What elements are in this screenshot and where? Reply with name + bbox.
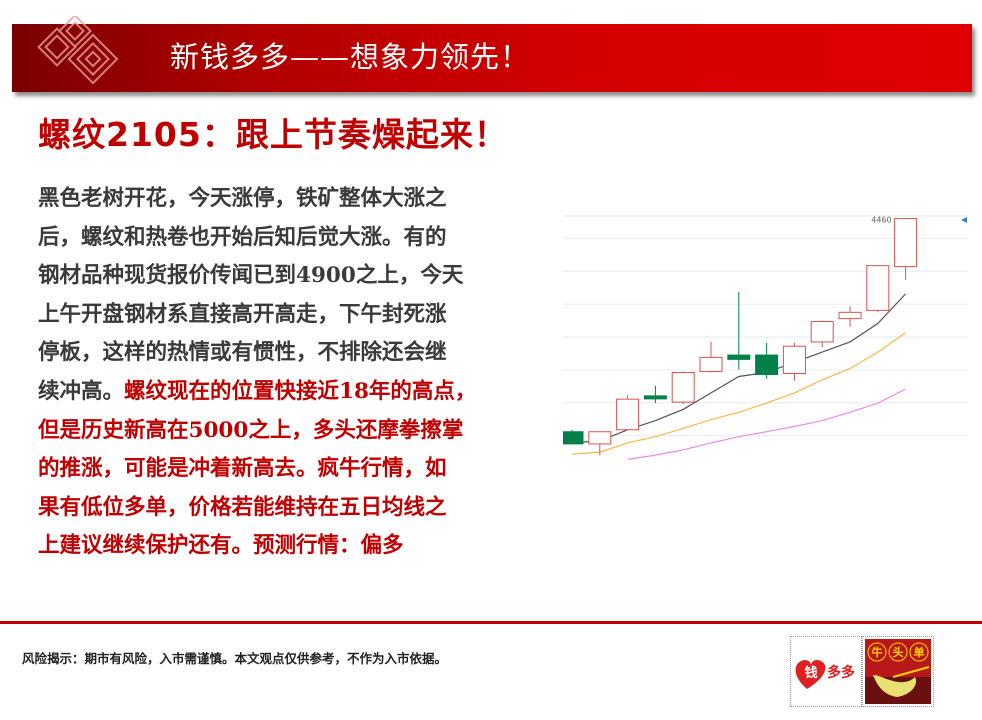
candle-body [755, 354, 779, 375]
text-line: 续冲高。螺纹现在的位置快接近18年的高点， [38, 373, 568, 412]
text-red: 上建议继续保护还有。预测行情：偏多 [38, 533, 404, 559]
candle-body [782, 345, 806, 375]
text-line: 的推涨，可能是冲着新高去。疯牛行情，如 [38, 450, 568, 489]
headline: 螺纹2105：跟上节奏燥起来！ [38, 115, 508, 154]
svg-text:单: 单 [914, 645, 925, 659]
header-banner: 新钱多多——想象力领先！ [12, 16, 972, 92]
text-black: 黑色老树开花，今天涨停，铁矿整体大涨之 [38, 186, 447, 211]
text-red: 果有低位多单，价格若能维持在五日均线之 [38, 494, 447, 520]
text-red: 螺纹现在的位置快接近18年的高点， [124, 378, 477, 404]
text-line: 停板，这样的热情或有惯性，不排除还会继 [38, 334, 568, 373]
text-line: 上午开盘钢材系直接高开高走，下午封死涨 [38, 296, 568, 335]
candle-body [671, 372, 695, 403]
svg-text:多多: 多多 [827, 664, 855, 681]
high-price-label: 4460 [871, 216, 891, 225]
text-red: 的推涨，可能是冲着新高去。疯牛行情，如 [38, 456, 447, 482]
text-line: 果有低位多单，价格若能维持在五日均线之 [38, 489, 568, 528]
candle-body [810, 321, 834, 343]
diamond-pattern-icon [37, 16, 119, 85]
divider [0, 621, 982, 624]
moving-average-line [627, 388, 906, 460]
text-line: 但是历史新高在5000之上，多头还摩拳擦掌 [38, 412, 568, 451]
text-line: 后，螺纹和热卷也开始后知后觉大涨。有的 [38, 219, 568, 258]
candle-body [563, 431, 584, 445]
text-black: 停板，这样的热情或有惯性，不排除还会继 [38, 340, 447, 366]
text-red: 但是历史新高在5000之上，多头还摩拳擦掌 [38, 417, 464, 443]
candlestick-chart: 4460 [563, 215, 968, 460]
candle-body [727, 354, 751, 360]
text-line: 钢材品种现货报价传闻已到4900之上，今天 [38, 257, 568, 296]
text-line: 黑色老树开花，今天涨停，铁矿整体大涨之 [38, 180, 568, 219]
candle-body [588, 431, 612, 445]
candle-body [894, 218, 918, 268]
text-black: 续冲高。 [38, 378, 125, 404]
candle-body [866, 265, 890, 311]
candle-body [643, 395, 667, 400]
risk-disclaimer: 风险揭示：期市有风险，入市需谨慎。本文观点仅供参考，不作为入市依据。 [22, 651, 448, 666]
banner-title: 新钱多多——想象力领先！ [170, 40, 531, 74]
text-black: 后，螺纹和热卷也开始后知后觉大涨。有的 [38, 224, 447, 250]
text-black: 钢材品种现货报价传闻已到4900之上，今天 [38, 263, 464, 289]
candle-body [838, 311, 862, 320]
svg-text:钱: 钱 [804, 665, 817, 681]
svg-text:头: 头 [893, 645, 904, 659]
candle-body [699, 356, 723, 373]
qianduoduo-logo: 钱 多多 [790, 636, 862, 707]
moving-average-line [571, 332, 906, 455]
price-marker-icon [961, 217, 967, 223]
svg-text:牛: 牛 [872, 645, 883, 659]
text-black: 上午开盘钢材系直接高开高走，下午封死涨 [38, 301, 447, 327]
candle-body [616, 398, 640, 431]
body-paragraph: 黑色老树开花，今天涨停，铁矿整体大涨之 后，螺纹和热卷也开始后知后觉大涨。有的 … [38, 180, 568, 566]
text-line: 上建议继续保护还有。预测行情：偏多 [38, 527, 568, 566]
niutoudan-logo: 牛 头 单 [862, 636, 934, 707]
